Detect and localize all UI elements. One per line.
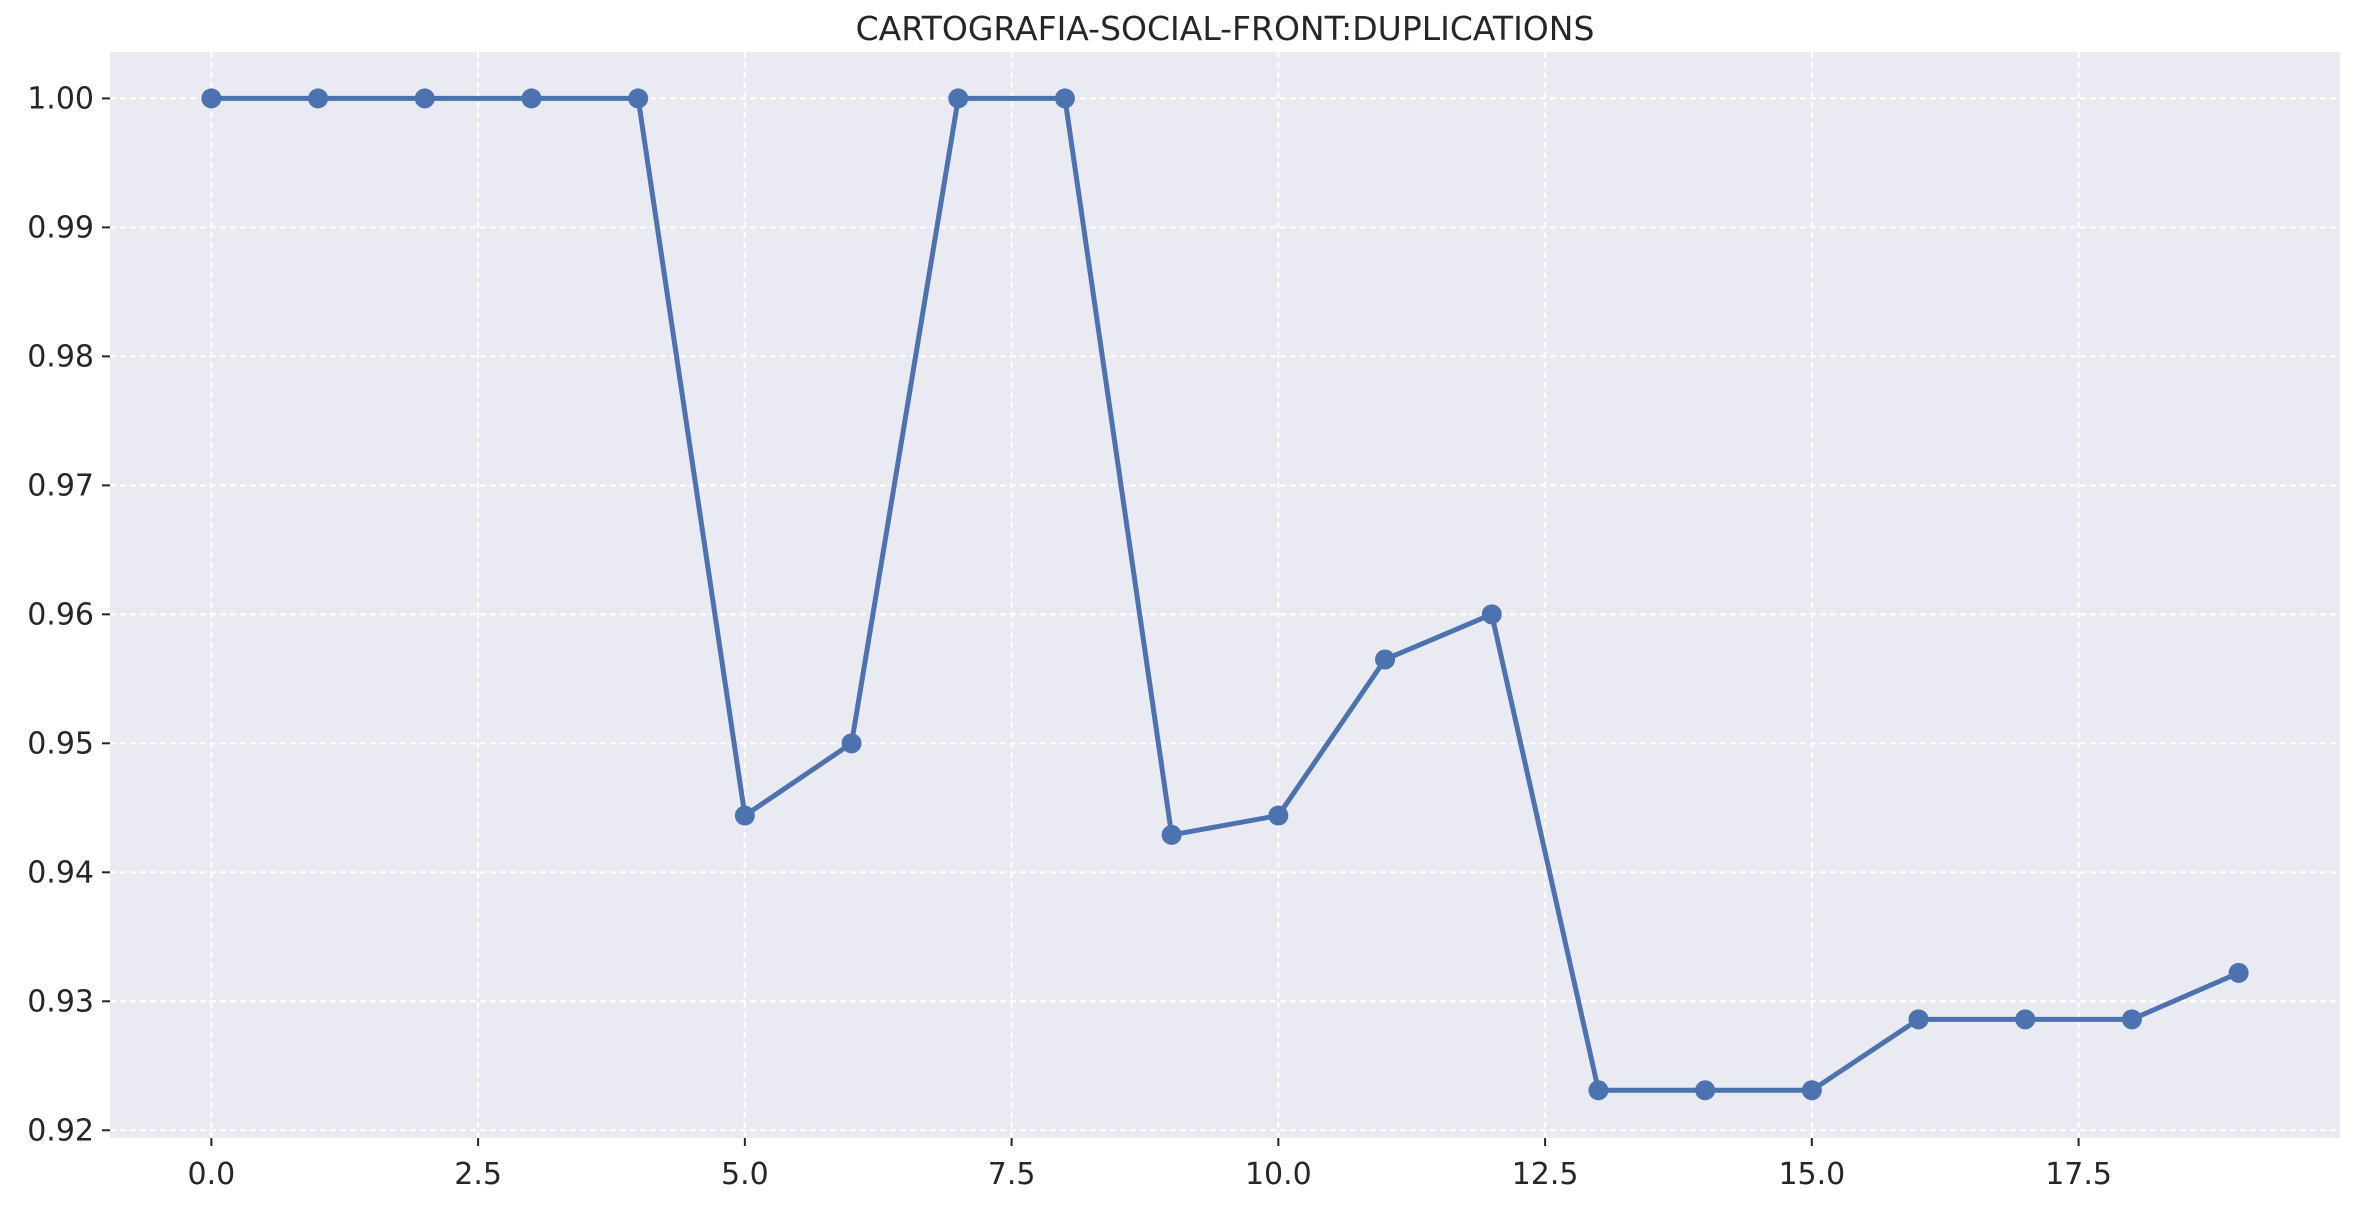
data-point [1375, 649, 1396, 670]
x-tick-label: 5.0 [721, 1157, 769, 1192]
plot-area [110, 52, 2340, 1138]
data-point [1588, 1080, 1609, 1101]
x-tick-label: 7.5 [988, 1157, 1036, 1192]
x-tick-label: 10.0 [1245, 1157, 1312, 1192]
data-point [1161, 824, 1182, 845]
data-point [414, 88, 435, 109]
y-tick-label: 0.99 [27, 210, 94, 245]
data-point [2015, 1009, 2036, 1030]
axes: 0.92 0.93 0.94 0.95 0.96 0.97 0.98 0.99 1.00 0.0 2… [27, 81, 2112, 1192]
chart-title: CARTOGRAFIA-SOCIAL-FRONT:DUPLICATIONS [856, 9, 1595, 48]
data-point [1695, 1080, 1716, 1101]
y-tick-label: 0.98 [27, 339, 94, 374]
y-tick-label: 1.00 [27, 81, 94, 116]
data-point [1481, 604, 1502, 625]
data-point [948, 88, 969, 109]
y-tick-label: 0.94 [27, 855, 94, 890]
data-point [2228, 962, 2249, 983]
x-tick-label: 2.5 [454, 1157, 502, 1192]
data-point [1268, 805, 1289, 826]
y-tick-label: 0.96 [27, 597, 94, 632]
data-point [201, 88, 222, 109]
y-tick-label: 0.92 [27, 1113, 94, 1148]
data-point [521, 88, 542, 109]
x-tick-label: 12.5 [1512, 1157, 1579, 1192]
data-point [734, 805, 755, 826]
data-point [841, 733, 862, 754]
series-line [211, 95, 2240, 1093]
data-point [1801, 1080, 1822, 1101]
data-point [1908, 1009, 1929, 1030]
data-point [628, 88, 649, 109]
data-point [1054, 88, 1075, 109]
series-layer [201, 88, 2249, 1101]
data-point [308, 88, 329, 109]
x-tick-label: 17.5 [2045, 1157, 2112, 1192]
y-tick-label: 0.95 [27, 726, 94, 761]
data-point [2121, 1009, 2142, 1030]
x-tick-label: 0.0 [188, 1157, 236, 1192]
y-tick-label: 0.93 [27, 984, 94, 1019]
y-tick-label: 0.97 [27, 468, 94, 503]
x-tick-label: 15.0 [1778, 1157, 1845, 1192]
